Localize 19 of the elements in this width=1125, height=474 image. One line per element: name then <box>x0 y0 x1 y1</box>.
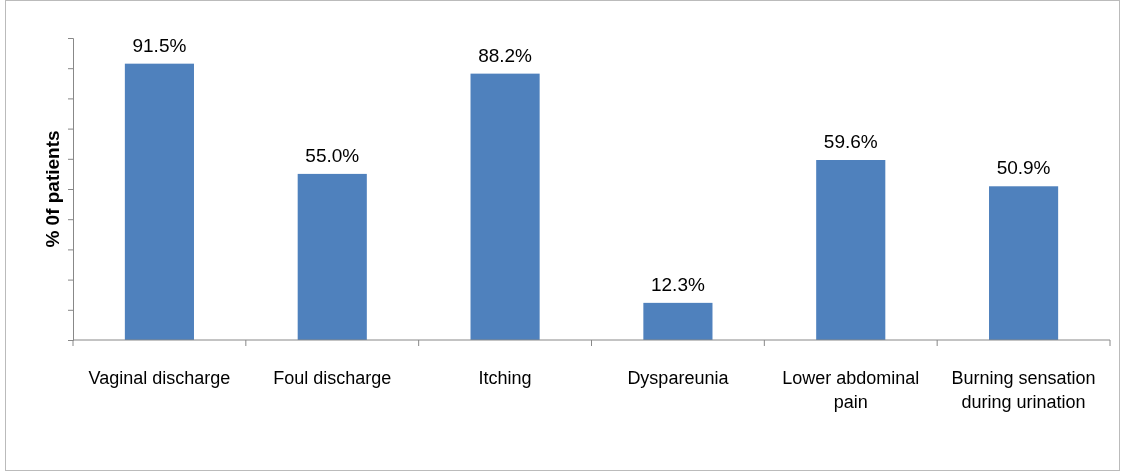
bar <box>643 302 713 340</box>
bar <box>816 160 886 340</box>
data-label: 59.6% <box>823 131 878 153</box>
x-tick-label: Foul discharge <box>273 368 392 388</box>
y-axis-title: % 0f patients <box>42 130 63 248</box>
data-label: 88.2% <box>478 44 533 66</box>
data-label: 50.9% <box>996 157 1051 179</box>
bar <box>470 73 540 340</box>
x-tick-label: Burning sensation during urination <box>951 368 1096 412</box>
x-tick-label: Itching <box>478 368 532 388</box>
bar <box>124 63 194 340</box>
bar <box>989 186 1059 340</box>
x-tick-label: Lower abdominal pain <box>782 368 920 412</box>
data-label: 55.0% <box>305 144 360 166</box>
x-tick-label: Dyspareunia <box>627 368 730 388</box>
data-label: 12.3% <box>650 273 705 295</box>
x-tick-label: Vaginal discharge <box>88 368 231 388</box>
data-label: 91.5% <box>132 34 187 56</box>
bar <box>297 173 367 340</box>
